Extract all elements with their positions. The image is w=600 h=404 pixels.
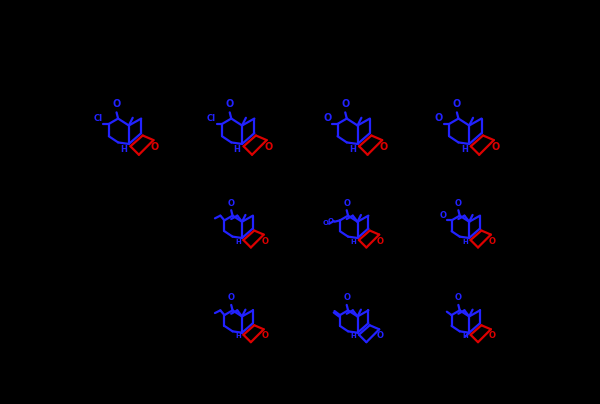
- Text: H: H: [349, 145, 356, 154]
- Text: H: H: [121, 145, 127, 154]
- Text: O: O: [341, 99, 349, 109]
- Text: H: H: [233, 145, 241, 154]
- Text: O: O: [262, 236, 269, 246]
- Text: O: O: [455, 198, 462, 208]
- Text: O: O: [455, 293, 462, 302]
- Text: O: O: [439, 210, 446, 220]
- Text: O: O: [226, 99, 234, 109]
- Text: Cl: Cl: [94, 114, 103, 123]
- Text: O: O: [453, 99, 461, 109]
- Text: O: O: [262, 331, 269, 340]
- Text: O: O: [380, 143, 388, 152]
- Text: O: O: [489, 331, 496, 340]
- Text: O: O: [343, 293, 350, 302]
- Text: H: H: [235, 239, 241, 245]
- Text: H: H: [235, 333, 241, 339]
- Text: O: O: [264, 143, 272, 152]
- Text: O: O: [323, 113, 331, 123]
- Text: H: H: [350, 239, 356, 245]
- Text: H: H: [461, 145, 467, 154]
- Text: H: H: [350, 333, 356, 339]
- Text: O: O: [322, 220, 328, 226]
- Text: O: O: [377, 236, 384, 246]
- Text: H: H: [462, 333, 468, 339]
- Text: O: O: [328, 218, 334, 224]
- Text: O: O: [228, 293, 235, 302]
- Text: O: O: [112, 99, 121, 109]
- Text: O: O: [435, 113, 443, 123]
- Text: O: O: [489, 236, 496, 246]
- Text: O: O: [377, 331, 384, 340]
- Text: O: O: [151, 143, 159, 152]
- Text: H: H: [462, 239, 468, 245]
- Text: O: O: [343, 198, 350, 208]
- Text: O: O: [228, 198, 235, 208]
- Text: Cl: Cl: [207, 114, 216, 123]
- Text: O: O: [491, 143, 500, 152]
